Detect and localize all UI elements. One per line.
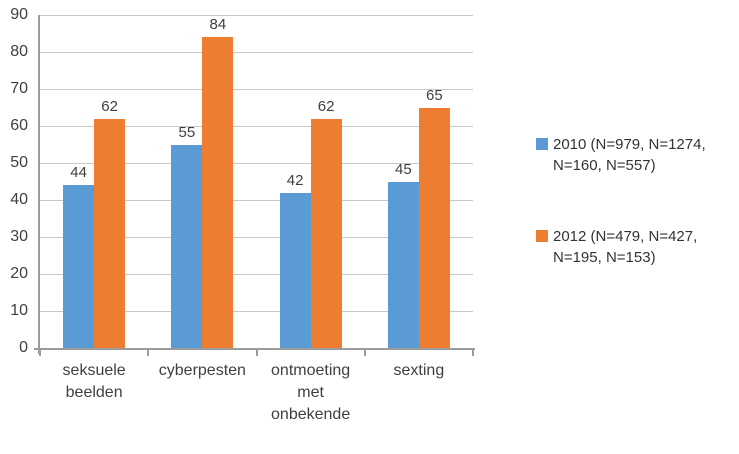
legend-text-line: 2012 (N=479, N=427, [553,228,698,245]
gridline [40,237,473,238]
gridline [40,163,473,164]
legend-swatch-icon [536,138,548,150]
x-axis-category-label-line: ontmoeting [271,362,351,379]
gridline [40,200,473,201]
x-axis-category-label-line: met [297,384,324,401]
gridline [40,52,473,53]
y-axis-label: 30 [10,228,28,245]
bar-value-label: 65 [426,86,443,104]
x-axis-tick [472,350,474,356]
gridline [40,274,473,275]
x-axis-category-label: cyberpesten [148,360,256,382]
gridline [40,89,473,90]
x-axis-category-label: ontmoeting met onbekende [257,360,365,426]
bar-2012-2 [310,118,342,348]
y-axis-label: 70 [10,80,28,97]
legend-text-line: N=195, N=153) [553,249,656,266]
plot-area: 44 55 42 45 62 84 62 65 [34,15,475,356]
x-axis-tick [363,350,366,356]
y-axis-label: 20 [10,265,28,282]
x-axis-category-label-line: onbekende [271,406,351,423]
x-axis-category-label-line: sexting [393,362,445,379]
legend: 2010 (N=979, N=1274, N=160, N=557) 2012 (N… [536,134,706,318]
x-axis-category-label-line: beelden [65,384,123,401]
x-axis-category-label-line: cyberpesten [158,362,246,379]
y-axis-label: 50 [10,154,28,171]
bar-2010-2 [279,192,311,348]
gridline [40,126,473,127]
y-axis-label: 60 [10,117,28,134]
bar-value-label: 55 [178,123,196,141]
bar-2010-0 [63,185,95,348]
y-axis-label: 40 [10,191,28,208]
y-axis-label: 0 [19,339,28,356]
x-axis-tick [147,350,150,356]
legend-entry-text: 2012 (N=479, N=427, N=195, N=153) [553,226,697,268]
gridline [40,15,473,16]
bar-value-label: 44 [70,164,87,182]
bar-2012-3 [418,107,450,348]
y-axis-label: 90 [10,6,28,23]
bar-value-label: 62 [101,97,118,115]
x-axis-tick [255,350,258,356]
bar-2010-3 [387,181,419,348]
gridline [40,311,473,312]
legend-text-line: 2010 (N=979, N=1274, [553,136,706,153]
bar-value-label: 84 [209,16,227,34]
y-axis-label: 10 [10,302,28,319]
legend-entry-1: 2012 (N=479, N=427, N=195, N=153) [536,226,706,268]
x-axis [34,348,475,350]
y-axis-label: 80 [10,43,28,60]
bar-2010-1 [171,144,203,348]
bar-2012-1 [202,37,234,348]
legend-text-line: N=160, N=557) [553,157,656,174]
x-axis-category-label: seksuele beelden [40,360,148,404]
x-axis-category-label-line: seksuele [62,362,126,379]
legend-entry-0: 2010 (N=979, N=1274, N=160, N=557) [536,134,706,176]
legend-swatch-icon [536,230,548,242]
bar-value-label: 62 [317,97,335,115]
y-axis [38,15,40,354]
bar-value-label: 45 [395,160,412,178]
x-axis-tick [39,350,41,356]
bar-2012-0 [94,118,126,348]
legend-entry-text: 2010 (N=979, N=1274, N=160, N=557) [553,134,706,176]
bar-value-label: 42 [286,171,304,189]
x-axis-category-label: sexting [365,360,473,382]
